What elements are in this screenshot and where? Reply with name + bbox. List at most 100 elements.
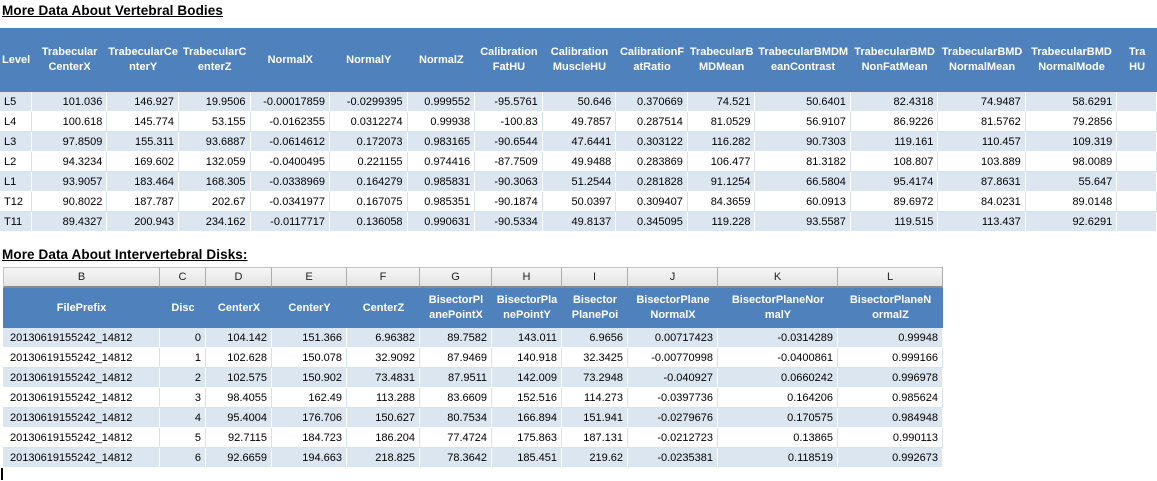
table-cell[interactable]: 0.990113	[838, 428, 943, 448]
table-cell[interactable]: 91.1254	[687, 172, 756, 192]
table-cell[interactable]: 86.9226	[850, 112, 939, 132]
header-cell[interactable]: Bisector PlanePoi	[562, 288, 628, 328]
table-cell[interactable]: 66.5804	[755, 172, 851, 192]
table-cell[interactable]: 0.281828	[616, 172, 688, 192]
table-cell[interactable]: 184.723	[272, 428, 347, 448]
table-cell[interactable]: 119.228	[687, 212, 756, 232]
table-cell[interactable]: 109.319	[1025, 132, 1118, 152]
table-cell[interactable]: 168.305	[178, 172, 251, 192]
table-cell[interactable]: 94.3234	[31, 152, 108, 172]
table-cell[interactable]: -95.5761	[475, 92, 543, 112]
table-cell[interactable]: 47.6441	[542, 132, 617, 152]
column-letter[interactable]: C	[160, 267, 206, 288]
table-cell[interactable]: 0.999166	[838, 348, 943, 368]
header-cell[interactable]: Trabecular CenterX	[31, 28, 108, 92]
table-cell[interactable]: -0.0279676	[628, 408, 718, 428]
header-cell[interactable]: FilePrefix	[3, 288, 160, 328]
table-cell[interactable]: 89.4327	[31, 212, 108, 232]
table-cell[interactable]: 97.8509	[31, 132, 108, 152]
table-cell[interactable]: 74.9487	[938, 92, 1026, 112]
table-cell[interactable]: L1	[0, 172, 32, 192]
table-cell[interactable]: -0.0212723	[628, 428, 718, 448]
header-cell[interactable]: BisectorPlane NormalX	[628, 288, 718, 328]
table-cell[interactable]: 113.437	[938, 212, 1026, 232]
table-cell[interactable]: 186.204	[347, 428, 420, 448]
table-cell[interactable]	[1117, 172, 1157, 192]
table-cell[interactable]: 101.036	[31, 92, 108, 112]
table-cell[interactable]: 0.172073	[330, 132, 408, 152]
table-cell[interactable]: -0.0338969	[250, 172, 331, 192]
table-cell[interactable]: 183.464	[107, 172, 179, 192]
header-cell[interactable]: BisectorPla nePointY	[492, 288, 562, 328]
table-cell[interactable]: 19.9506	[178, 92, 251, 112]
table-cell[interactable]: -0.0314289	[718, 328, 838, 348]
table-cell[interactable]: 176.706	[272, 408, 347, 428]
table-cell[interactable]: 155.311	[107, 132, 179, 152]
table-cell[interactable]: 50.646	[542, 92, 617, 112]
table-cell[interactable]: 166.894	[492, 408, 562, 428]
table-cell[interactable]: 81.0529	[687, 112, 756, 132]
table-cell[interactable]: -0.0400495	[250, 152, 331, 172]
table-cell[interactable]: -0.00770998	[628, 348, 718, 368]
column-letter[interactable]: B	[3, 267, 160, 288]
table-cell[interactable]: 175.863	[492, 428, 562, 448]
table-cell[interactable]: 0.983165	[407, 132, 476, 152]
table-cell[interactable]: 0.00717423	[628, 328, 718, 348]
header-cell[interactable]: CenterY	[272, 288, 347, 328]
column-letter[interactable]: J	[628, 267, 718, 288]
table-cell[interactable]: 58.6291	[1025, 92, 1118, 112]
table-cell[interactable]: -100.83	[475, 112, 543, 132]
table-cell[interactable]: 219.62	[562, 448, 628, 468]
table-cell[interactable]: L3	[0, 132, 32, 152]
table-cell[interactable]: 102.628	[206, 348, 272, 368]
table-cell[interactable]: 6.9656	[562, 328, 628, 348]
table-cell[interactable]: 77.4724	[420, 428, 492, 448]
table-cell[interactable]: 108.807	[850, 152, 939, 172]
table-cell[interactable]: 81.3182	[755, 152, 851, 172]
table-cell[interactable]: 0.370669	[616, 92, 688, 112]
table-cell[interactable]: 78.3642	[420, 448, 492, 468]
header-cell[interactable]: CenterZ	[347, 288, 420, 328]
table-cell[interactable]: 89.6972	[850, 192, 939, 212]
table-cell[interactable]: 116.282	[687, 132, 756, 152]
table-cell[interactable]: 151.941	[562, 408, 628, 428]
table-cell[interactable]: 143.011	[492, 328, 562, 348]
table-cell[interactable]: 98.4055	[206, 388, 272, 408]
header-cell[interactable]: Calibration MuscleHU	[542, 28, 617, 92]
header-cell[interactable]: TrabecularCe nterY	[107, 28, 179, 92]
table-cell[interactable]: T12	[0, 192, 32, 212]
table-cell[interactable]: -90.6544	[475, 132, 543, 152]
table-cell[interactable]: 140.918	[492, 348, 562, 368]
table-cell[interactable]: 84.3659	[687, 192, 756, 212]
table-cell[interactable]: 20130619155242_14812	[3, 368, 160, 388]
table-cell[interactable]: -0.0614612	[250, 132, 331, 152]
table-cell[interactable]: -87.7509	[475, 152, 543, 172]
header-cell[interactable]: NormalY	[330, 28, 408, 92]
table-cell[interactable]: 84.0231	[938, 192, 1026, 212]
table-cell[interactable]: 20130619155242_14812	[3, 388, 160, 408]
table-cell[interactable]: 55.647	[1025, 172, 1118, 192]
header-cell[interactable]: BisectorPlaneNor malY	[718, 288, 838, 328]
column-letter[interactable]: G	[420, 267, 492, 288]
table-cell[interactable]: 6.96382	[347, 328, 420, 348]
table-cell[interactable]: 151.366	[272, 328, 347, 348]
table-cell[interactable]: 0.221155	[330, 152, 408, 172]
table-cell[interactable]: 73.4831	[347, 368, 420, 388]
table-cell[interactable]: 0.996978	[838, 368, 943, 388]
table-cell[interactable]: -0.0341977	[250, 192, 331, 212]
table-cell[interactable]: 110.457	[938, 132, 1026, 152]
table-cell[interactable]: 202.67	[178, 192, 251, 212]
table-cell[interactable]: 51.2544	[542, 172, 617, 192]
table-cell[interactable]: 92.6291	[1025, 212, 1118, 232]
table-cell[interactable]: 49.9488	[542, 152, 617, 172]
table-cell[interactable]: -0.0299395	[330, 92, 408, 112]
table-cell[interactable]: 0.118519	[718, 448, 838, 468]
table-cell[interactable]: 6	[160, 448, 206, 468]
table-cell[interactable]: 132.059	[178, 152, 251, 172]
table-cell[interactable]: -0.00017859	[250, 92, 331, 112]
column-letter[interactable]: L	[838, 267, 943, 288]
table-cell[interactable]: 0.287514	[616, 112, 688, 132]
header-cell[interactable]: Tra HU	[1117, 28, 1157, 92]
table-cell[interactable]: 0.164206	[718, 388, 838, 408]
table-cell[interactable]: 1	[160, 348, 206, 368]
